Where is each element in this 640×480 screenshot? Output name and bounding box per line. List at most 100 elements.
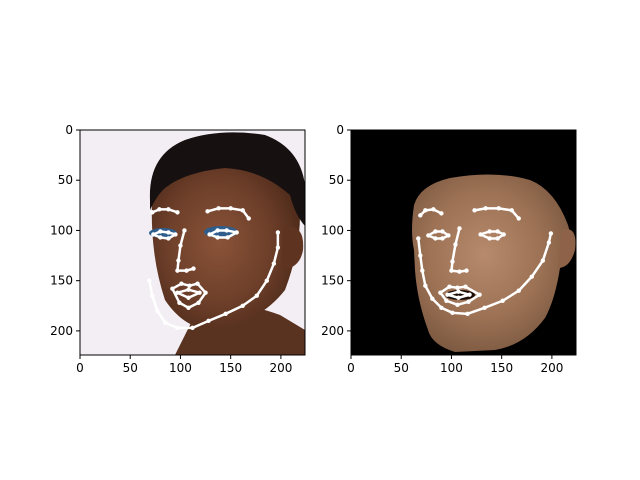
right-xtick-label: 100 bbox=[440, 361, 463, 375]
right-xtick-label: 200 bbox=[540, 361, 563, 375]
right-landmark-point bbox=[529, 274, 535, 279]
right-landmark-point bbox=[450, 310, 455, 316]
left-landmark-point bbox=[271, 261, 277, 266]
right-xtick-label: 0 bbox=[347, 361, 355, 375]
left-landmark-point bbox=[186, 287, 191, 292]
right-landmark-point bbox=[509, 208, 514, 213]
right-face-shape bbox=[412, 174, 574, 352]
left-landmark-point bbox=[186, 295, 191, 300]
left-landmark-point bbox=[240, 208, 245, 213]
right-landmark-point bbox=[456, 289, 461, 294]
right-landmark-point bbox=[540, 258, 546, 263]
left-landmark-point bbox=[275, 230, 281, 235]
right-ytick-label: 200 bbox=[321, 324, 344, 338]
right-landmark-point bbox=[418, 253, 423, 258]
right-ytick-label: 100 bbox=[321, 223, 344, 237]
right-landmark-point bbox=[423, 283, 428, 288]
left-landmark-point bbox=[175, 268, 180, 273]
right-landmark-point bbox=[487, 229, 492, 234]
left-landmark-point bbox=[264, 278, 270, 283]
left-landmark-point bbox=[275, 245, 281, 250]
left-axis-ticks: 0 50 100 150 200 0 50 100 150 200 bbox=[50, 123, 292, 375]
left-xtick-label: 50 bbox=[123, 361, 138, 375]
left-ytick-label: 0 bbox=[65, 123, 73, 137]
left-landmark-point bbox=[234, 230, 239, 235]
right-xtick-label: 50 bbox=[394, 361, 409, 375]
left-landmark-point bbox=[158, 235, 163, 240]
right-landmark-point bbox=[477, 292, 482, 297]
right-landmark-point bbox=[445, 292, 450, 297]
left-landmark-point bbox=[184, 268, 189, 273]
left-landmark-point bbox=[191, 266, 196, 271]
left-landmark-point bbox=[254, 293, 259, 298]
right-landmark-point bbox=[482, 305, 487, 310]
left-landmark-point bbox=[176, 258, 181, 263]
left-landmark-point bbox=[150, 210, 155, 215]
right-landmark-point bbox=[500, 298, 505, 303]
right-landmark-point bbox=[420, 268, 425, 273]
left-landmark-point bbox=[206, 318, 211, 324]
left-landmark-point bbox=[163, 320, 168, 326]
right-landmark-point bbox=[478, 232, 483, 237]
left-xtick-label: 0 bbox=[76, 361, 84, 375]
right-landmark-point bbox=[439, 305, 444, 310]
left-xtick-label: 100 bbox=[169, 361, 192, 375]
right-landmark-point bbox=[463, 284, 468, 289]
left-landmark-point bbox=[197, 290, 202, 295]
left-ytick-label: 100 bbox=[50, 223, 73, 237]
left-landmark-left-brow bbox=[151, 208, 179, 214]
left-landmark-point bbox=[175, 290, 180, 295]
left-landmark-point bbox=[190, 325, 195, 331]
left-landmark-point bbox=[182, 228, 187, 233]
right-image bbox=[351, 130, 576, 355]
right-landmark-left-brow bbox=[419, 208, 443, 217]
left-landmark-point bbox=[175, 210, 180, 215]
right-landmark-point bbox=[495, 229, 500, 234]
left-landmark-point bbox=[179, 281, 184, 286]
right-landmark-point bbox=[450, 259, 455, 264]
left-axes-frame bbox=[79, 129, 306, 356]
left-landmark-point bbox=[195, 281, 200, 286]
right-landmark-point bbox=[426, 233, 431, 238]
right-landmark-point bbox=[548, 231, 554, 236]
right-landmark-point bbox=[438, 290, 443, 295]
right-landmark-point bbox=[465, 311, 470, 317]
right-landmark-point bbox=[433, 229, 438, 234]
right-landmark-point bbox=[439, 211, 444, 216]
right-landmark-point bbox=[467, 292, 472, 297]
left-landmark-point bbox=[240, 303, 245, 308]
right-landmark-point bbox=[455, 302, 460, 307]
left-landmark-overlay bbox=[147, 206, 281, 331]
left-landmark-point bbox=[155, 308, 160, 314]
left-landmark-point bbox=[215, 228, 220, 233]
right-landmark-point bbox=[546, 240, 552, 245]
left-landmark-point bbox=[203, 290, 208, 295]
right-ytick-label: 50 bbox=[329, 173, 344, 187]
right-ytick-label: 0 bbox=[336, 123, 344, 137]
left-landmark-point bbox=[196, 300, 201, 305]
right-landmark-point bbox=[501, 232, 506, 237]
left-landmark-point bbox=[215, 235, 220, 240]
left-xtick-label: 200 bbox=[269, 361, 292, 375]
right-landmark-point bbox=[457, 226, 462, 231]
right-landmark-point bbox=[423, 208, 428, 213]
right-landmark-point bbox=[418, 213, 423, 218]
left-landmark-point bbox=[228, 206, 233, 211]
right-landmark-point bbox=[464, 268, 469, 273]
right-landmark-point bbox=[430, 296, 435, 301]
left-panel: 0 50 100 150 200 0 50 100 150 200 bbox=[50, 123, 306, 375]
left-ytick-label: 200 bbox=[50, 324, 73, 338]
right-panel: 0 50 100 150 200 0 50 100 150 200 bbox=[321, 123, 577, 375]
right-xtick-label: 150 bbox=[490, 361, 513, 375]
left-landmark-point bbox=[173, 232, 178, 237]
right-axes-frame bbox=[350, 129, 577, 356]
left-landmark-point bbox=[224, 228, 229, 233]
right-landmark-point bbox=[444, 298, 449, 303]
left-landmark-point bbox=[157, 207, 162, 212]
right-landmark-point bbox=[431, 207, 436, 212]
left-landmark-point bbox=[150, 293, 155, 298]
right-landmark-point bbox=[447, 284, 452, 289]
right-landmark-point bbox=[466, 299, 471, 304]
left-landmark-jaw bbox=[148, 231, 280, 330]
